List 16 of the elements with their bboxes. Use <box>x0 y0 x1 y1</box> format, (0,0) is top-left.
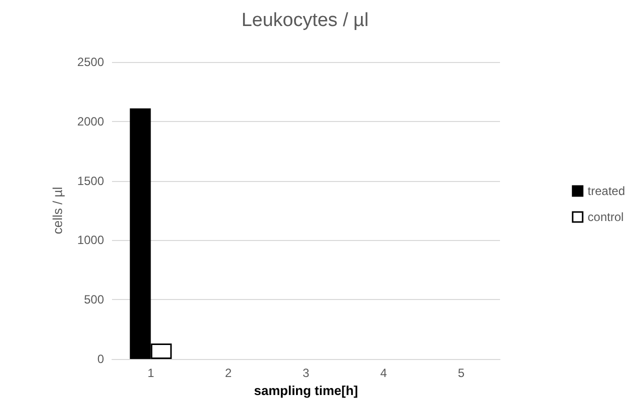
y-tick-label: 1500 <box>77 174 104 188</box>
y-axis-title: cells / µl <box>50 186 65 234</box>
y-tick-label: 500 <box>84 292 104 307</box>
y-tick-label: 2000 <box>77 114 104 128</box>
x-tick-label: 2 <box>225 366 232 380</box>
y-tick-label: 1000 <box>77 233 104 248</box>
chart-title: Leukocytes / µl <box>241 10 369 31</box>
x-tick-label: 4 <box>380 366 388 380</box>
legend-label: control <box>588 210 624 224</box>
y-tick-label: 2500 <box>77 55 104 69</box>
legend-label: treated <box>588 184 625 198</box>
x-tick-label: 1 <box>147 366 154 380</box>
x-axis-title: sampling time[h] <box>254 382 358 398</box>
x-tick-label: 5 <box>458 366 465 380</box>
x-tick-label: 3 <box>302 366 310 380</box>
y-tick-label: 0 <box>97 352 104 366</box>
